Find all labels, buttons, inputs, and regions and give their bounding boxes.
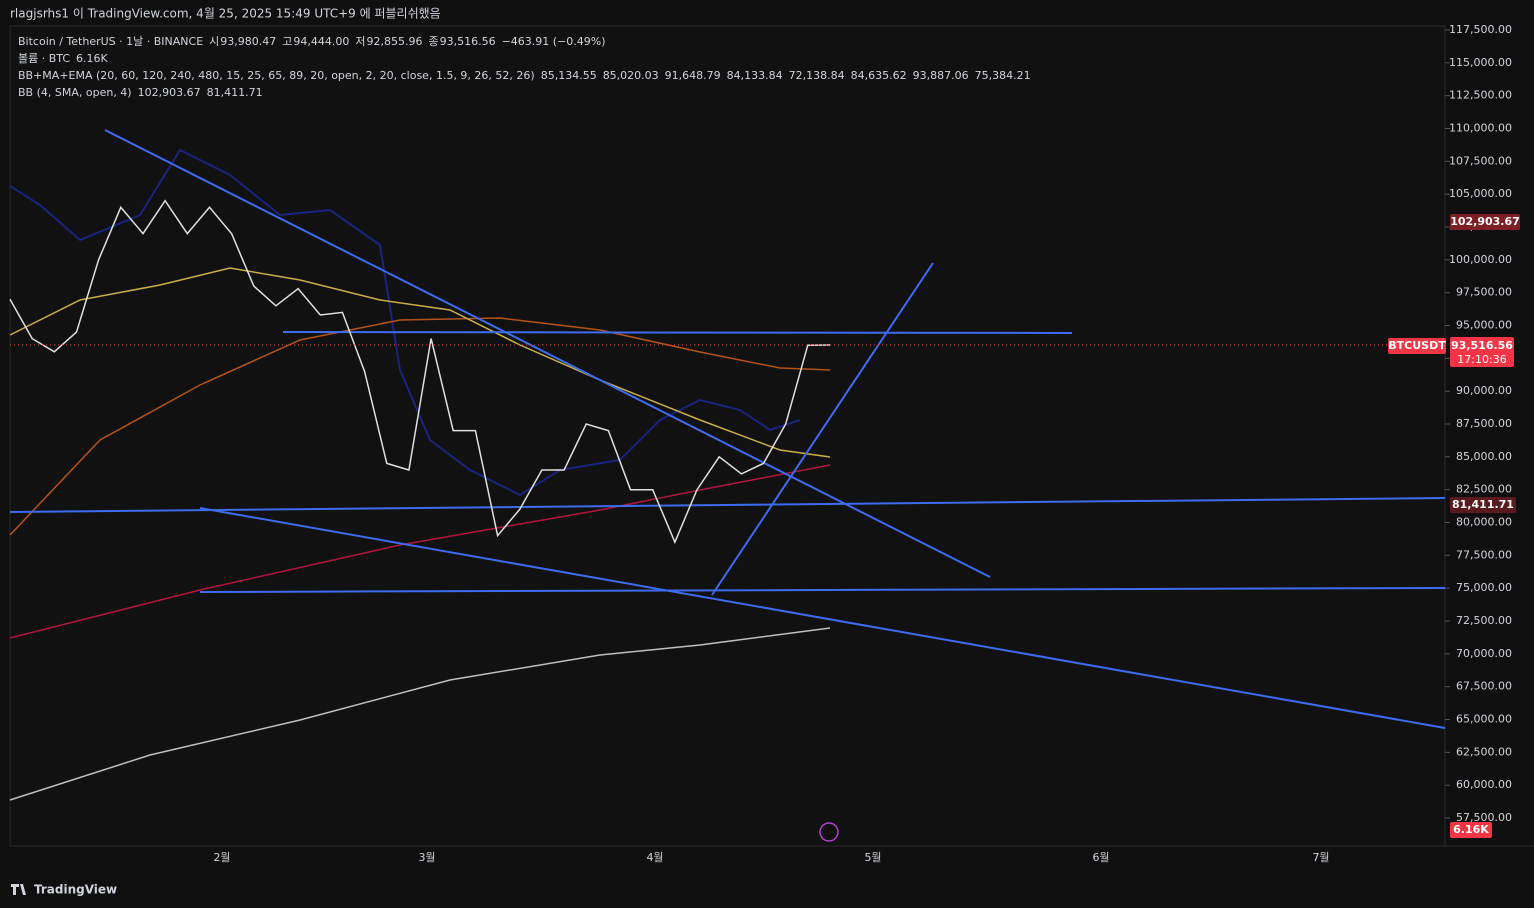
symbol-badge: BTCUSDT [1388, 339, 1446, 352]
change: −463.91 (−0.49%) [502, 35, 606, 48]
chart-pane [9, 25, 1446, 847]
y-tick-label: 62,500.00 [1456, 745, 1512, 758]
ohlc-value: 92,855.96 [367, 35, 423, 48]
ma-line [9, 464, 831, 639]
price-line [9, 199, 831, 545]
y-tick-label: 117,500.00 [1449, 23, 1512, 36]
ema-line [9, 317, 831, 536]
footer-brand: TradingView [34, 883, 117, 897]
ohlc-label: 시 [209, 35, 219, 48]
trendline [282, 331, 1073, 334]
y-tick-label: 65,000.00 [1456, 713, 1512, 726]
x-tick-label: 2월 [213, 851, 230, 864]
y-tick-label: 90,000.00 [1456, 384, 1512, 397]
x-tick-label: 4월 [646, 851, 663, 864]
y-tick-label: 85,000.00 [1456, 450, 1512, 463]
indicator-value: 72,138.84 [789, 69, 845, 82]
y-tick-label: 72,500.00 [1456, 614, 1512, 627]
bb-lower-badge: 81,411.71 [1452, 498, 1514, 511]
trendline [104, 129, 991, 578]
x-tick-label: 6월 [1092, 851, 1109, 864]
indicator-value: 84,133.84 [727, 69, 783, 82]
y-tick-label: 105,000.00 [1449, 187, 1512, 200]
volume-badge-bg [1450, 822, 1492, 838]
ohlc-value: 93,516.56 [440, 35, 496, 48]
price-badge-bg [1450, 337, 1514, 367]
ma-line [9, 627, 831, 801]
indicator-value: 102,903.67 [138, 86, 201, 99]
y-tick-label: 95,000.00 [1456, 319, 1512, 332]
indicator-value: 81,411.71 [207, 86, 263, 99]
indicator-value: 85,020.03 [603, 69, 659, 82]
y-tick-label: 110,000.00 [1449, 122, 1512, 135]
ohlc-label: 고 [282, 35, 292, 48]
y-tick-label: 70,000.00 [1456, 647, 1512, 660]
bb-upper-badge-bg [1450, 214, 1520, 230]
trendline [199, 507, 1446, 729]
x-tick-label: 5월 [864, 851, 881, 864]
y-tick-label: 77,500.00 [1456, 548, 1512, 561]
y-tick-label: 67,500.00 [1456, 680, 1512, 693]
legend: Bitcoin / TetherUS · 1날 · BINANCE 시 93,980… [18, 35, 1031, 99]
symbol: Bitcoin / TetherUS · 1날 · BINANCE [18, 35, 203, 48]
volume-badge: 6.16K [1453, 823, 1489, 836]
y-tick-label: 87,500.00 [1456, 417, 1512, 430]
ma-line [9, 267, 831, 458]
ohlc-value: 93,980.47 [220, 35, 276, 48]
volume-value: 6.16K [76, 52, 108, 65]
y-tick-label: 97,500.00 [1456, 286, 1512, 299]
trendline [199, 587, 1446, 593]
ohlc-label: 저 [355, 35, 365, 48]
bb-band [9, 148, 801, 497]
indicator-value: 85,134.55 [541, 69, 597, 82]
y-tick-label: 80,000.00 [1456, 516, 1512, 529]
last-price-badge: 93,516.56 [1451, 339, 1513, 352]
ohlc-label: 종 [428, 35, 438, 48]
publisher: rlagjsrhs1 이 TradingView.com, 4월 25, 202… [10, 7, 441, 21]
y-tick-label: 115,000.00 [1449, 56, 1512, 69]
symbol-badge-bg [1388, 338, 1446, 354]
bb-lower-badge-bg [1450, 497, 1516, 513]
indicator-name: BB (4, SMA, open, 4) [18, 86, 132, 99]
y-tick-label: 82,500.00 [1456, 483, 1512, 496]
logo-mark [11, 884, 26, 895]
plot [9, 129, 1446, 842]
indicator-name: BB+MA+EMA (20, 60, 120, 240, 480, 15, 25… [18, 69, 535, 82]
trendline [9, 497, 1446, 513]
y-tick-label: 112,500.00 [1449, 89, 1512, 102]
x-tick-label: 3월 [418, 851, 435, 864]
y-tick-label: 100,000.00 [1449, 253, 1512, 266]
y-tick-label: 60,000.00 [1456, 778, 1512, 791]
bb-upper-badge: 102,903.67 [1450, 215, 1520, 228]
indicator-value: 91,648.79 [665, 69, 721, 82]
volume-name: 볼륨 · BTC [18, 52, 70, 65]
alert-icon[interactable] [819, 822, 839, 842]
indicator-value: 75,384.21 [975, 69, 1031, 82]
y-tick-label: 107,500.00 [1449, 154, 1512, 167]
countdown: 17:10:36 [1457, 353, 1506, 366]
y-tick-label: 57,500.00 [1456, 811, 1512, 824]
x-tick-label: 7월 [1312, 851, 1329, 864]
trendline [711, 262, 934, 596]
indicator-value: 84,635.62 [851, 69, 907, 82]
indicator-value: 93,887.06 [913, 69, 969, 82]
ohlc-value: 94,444.00 [293, 35, 349, 48]
y-tick-label: 75,000.00 [1456, 581, 1512, 594]
